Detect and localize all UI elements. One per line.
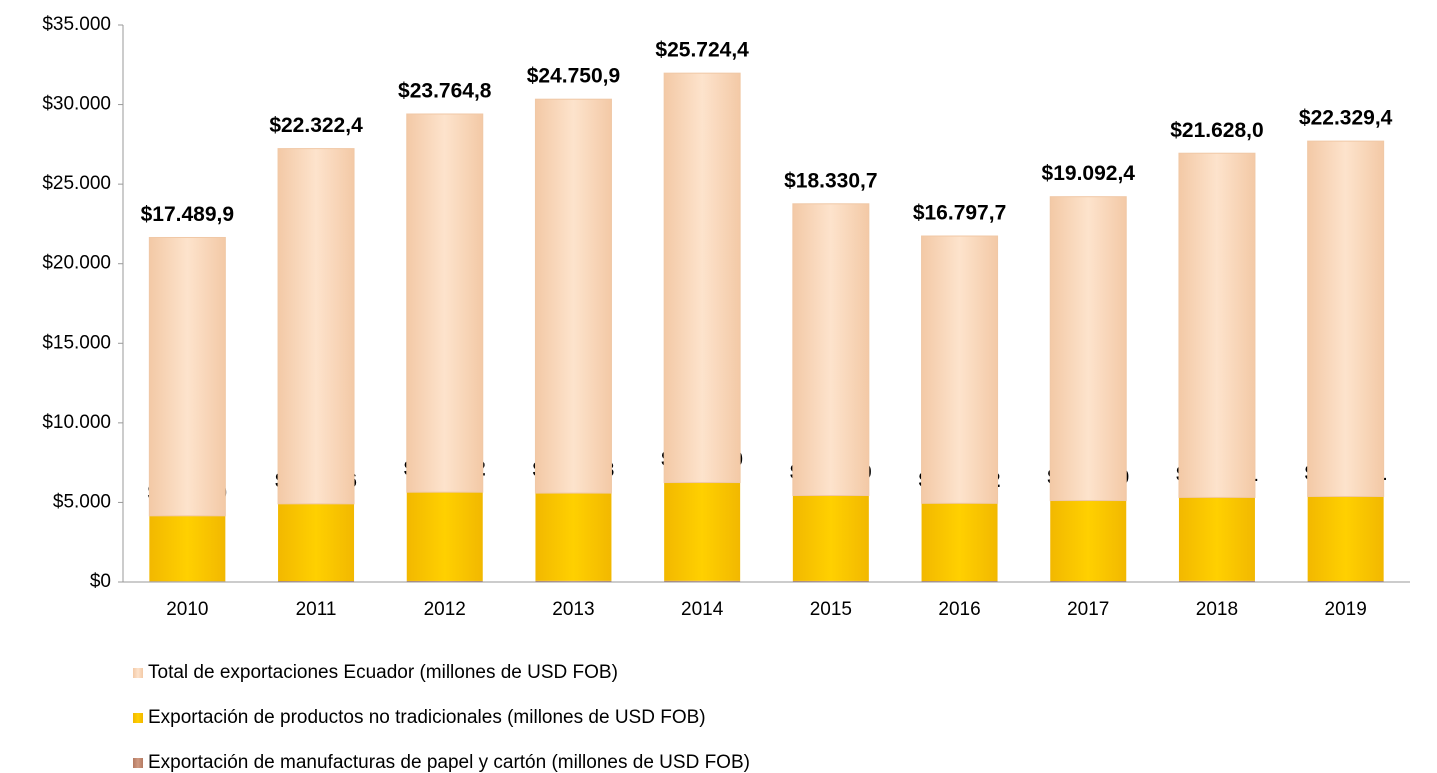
bar-segment	[534, 98, 612, 494]
y-tick-label: $15.000	[42, 332, 111, 353]
bar-segment	[1178, 497, 1255, 581]
x-tick-label: 2012	[424, 599, 466, 620]
y-tick-label: $30.000	[42, 94, 111, 115]
bar-segment	[148, 236, 226, 517]
x-tick-label: 2015	[810, 599, 852, 620]
bar-segment	[406, 580, 483, 582]
bar-segment	[406, 113, 484, 493]
x-tick-label: 2011	[296, 599, 337, 620]
data-label: $22.329,4	[1299, 107, 1393, 130]
bar-segment	[1050, 500, 1127, 582]
bar-segment	[792, 495, 869, 581]
data-label: $21.628,0	[1170, 119, 1263, 142]
bar-segment	[663, 72, 741, 484]
y-tick-label: $5.000	[53, 491, 111, 512]
legend-swatch	[133, 713, 143, 723]
bar-segment	[792, 580, 869, 582]
data-label: $22.322,4	[269, 114, 363, 137]
bar-segment	[664, 482, 741, 581]
data-label: $18.330,7	[784, 169, 877, 192]
bar-segment	[277, 148, 355, 505]
x-tick-label: 2016	[938, 599, 980, 620]
legend-swatch	[133, 668, 143, 678]
bar-segment	[278, 503, 355, 582]
bar-segment	[1178, 580, 1255, 582]
bar-segment	[406, 492, 483, 581]
data-label: $24.750,9	[527, 65, 620, 88]
x-tick-label: 2013	[552, 599, 594, 620]
y-tick-label: $20.000	[42, 253, 111, 274]
bar-segment	[535, 580, 612, 582]
data-label: $17.489,9	[141, 203, 234, 226]
bar-segment	[1178, 152, 1256, 498]
y-tick-label: $35.000	[42, 14, 111, 35]
x-tick-label: 2018	[1196, 599, 1238, 620]
bar-segment	[921, 235, 999, 504]
bar-segment	[664, 580, 741, 582]
y-tick-label: $10.000	[42, 412, 111, 433]
bar-segment	[1307, 496, 1384, 582]
bar-segment	[149, 515, 226, 582]
bar-segment	[1049, 196, 1127, 502]
legend-label: Total de exportaciones Ecuador (millones…	[148, 662, 618, 683]
y-tick-label: $0	[90, 571, 111, 592]
bar-segment	[792, 203, 870, 497]
bar-segment	[921, 503, 998, 582]
x-tick-label: 2019	[1325, 599, 1367, 620]
legend-swatch	[133, 758, 143, 768]
y-tick-label: $25.000	[42, 173, 111, 194]
data-label: $16.797,7	[913, 202, 1006, 225]
data-label: $25.724,4	[655, 39, 749, 62]
legend-label: Exportación de productos no tradicionale…	[148, 707, 706, 728]
bar-segment	[535, 493, 612, 581]
x-tick-label: 2017	[1067, 599, 1109, 620]
x-tick-label: 2010	[166, 599, 208, 620]
legend-label: Exportación de manufacturas de papel y c…	[148, 752, 750, 773]
bar-segment	[1307, 140, 1385, 497]
data-label: $23.764,8	[398, 80, 492, 103]
data-label: $19.092,4	[1042, 162, 1136, 185]
x-tick-label: 2014	[681, 599, 724, 620]
